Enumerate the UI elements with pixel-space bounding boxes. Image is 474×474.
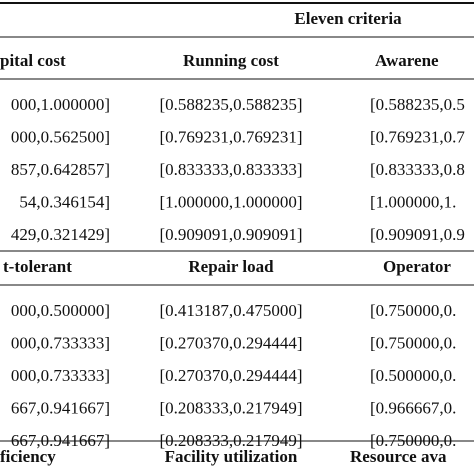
cell: 857,0.642857] [11,160,110,179]
column-header: Repair load [188,257,274,276]
cell: 000,0.733333] [11,366,110,385]
cell: [0.208333,0.217949] [159,398,302,417]
cell: [0.270370,0.294444] [159,366,302,385]
cell: 429,0.321429] [11,225,110,244]
cell: [0.750000,0. [370,333,456,352]
cell: [0.750000,0. [370,301,456,320]
cell: [1.000000,1.000000] [159,192,302,211]
column-header: Resource ava [350,447,447,466]
cell: [0.500000,0. [370,366,456,385]
cell: [0.909091,0.9 [370,225,465,244]
cell: 000,1.000000] [11,95,110,114]
cell: [0.769231,0.7 [370,127,465,146]
cell: [0.833333,0.833333] [159,160,302,179]
column-header: Running cost [183,51,279,70]
cell: 000,0.733333] [11,333,110,352]
column-header: pital cost [0,51,66,70]
cell: [0.208333,0.217949] [159,431,302,450]
column-header: ficiency [0,447,56,466]
column-header: Awarene [375,51,439,70]
cell: [0.413187,0.475000] [159,301,302,320]
cell: 667,0.941667] [11,398,110,417]
cell: 667,0.941667] [11,431,110,450]
cell: [0.966667,0. [370,398,456,417]
cell: 000,0.500000] [11,301,110,320]
column-header: Operator [383,257,451,276]
cell: 54,0.346154] [19,192,110,211]
cell: [0.750000,0. [370,431,456,450]
table-title: Eleven criteria [294,9,402,28]
cell: [1.000000,1. [370,192,456,211]
cell: [0.588235,0.5 [370,95,465,114]
column-header: t-tolerant [3,257,72,276]
cell: [0.909091,0.909091] [159,225,302,244]
cell: [0.588235,0.588235] [159,95,302,114]
cell: [0.833333,0.8 [370,160,465,179]
cell: [0.270370,0.294444] [159,333,302,352]
cell: [0.769231,0.769231] [159,127,302,146]
cell: 000,0.562500] [11,127,110,146]
column-header: Facility utilization [165,447,298,466]
